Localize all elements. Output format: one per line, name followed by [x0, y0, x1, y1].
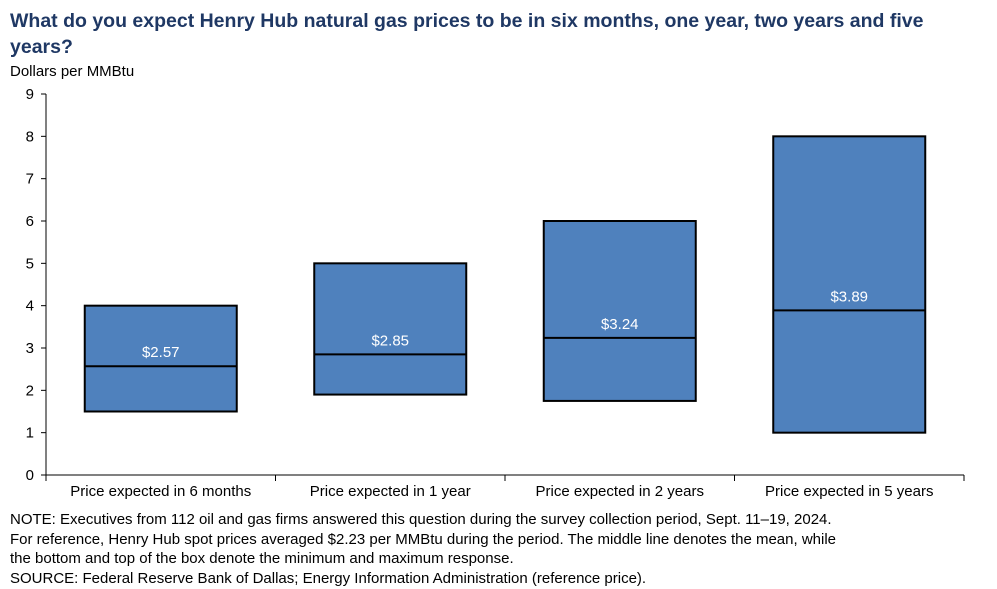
range-box	[772, 135, 927, 434]
y-tick-label: 8	[26, 128, 34, 145]
mean-label: $3.89	[830, 288, 868, 305]
category-label: Price expected in 1 year	[310, 483, 471, 500]
y-tick-label: 2	[26, 382, 34, 399]
mean-label: $3.24	[601, 316, 639, 333]
y-tick-label: 5	[26, 255, 34, 272]
y-tick-label: 0	[26, 467, 34, 484]
range-box	[313, 262, 468, 396]
y-axis-label: Dollars per MMBtu	[10, 63, 135, 80]
y-tick-label: 3	[26, 340, 34, 357]
category-label: Price expected in 5 years	[765, 483, 933, 500]
y-tick-label: 4	[26, 298, 34, 315]
mean-label: $2.85	[371, 332, 409, 349]
mean-label: $2.57	[142, 344, 180, 361]
chart-title: What do you expect Henry Hub natural gas…	[10, 10, 924, 58]
source-line: SOURCE: Federal Reserve Bank of Dallas; …	[10, 569, 647, 587]
range-box	[83, 304, 238, 413]
note-line-2: For reference, Henry Hub spot prices ave…	[10, 530, 837, 548]
chart-notes: NOTE: Executives from 112 oil and gas fi…	[10, 510, 990, 588]
box-chart: 0 1 2 3 4 5 6 7 8 9 $2.57 Price expected in 6 month…	[26, 86, 965, 500]
note-line-3: the bottom and top of the box denote the…	[10, 550, 514, 567]
y-tick-label: 6	[26, 213, 34, 230]
range-box	[542, 220, 697, 402]
y-tick-label: 7	[26, 171, 34, 188]
category-label: Price expected in 2 years	[536, 483, 704, 500]
note-line-1: NOTE: Executives from 112 oil and gas fi…	[10, 511, 832, 528]
category-label: Price expected in 6 months	[70, 483, 251, 500]
y-tick-label: 9	[26, 86, 34, 103]
y-tick-label: 1	[26, 425, 34, 442]
